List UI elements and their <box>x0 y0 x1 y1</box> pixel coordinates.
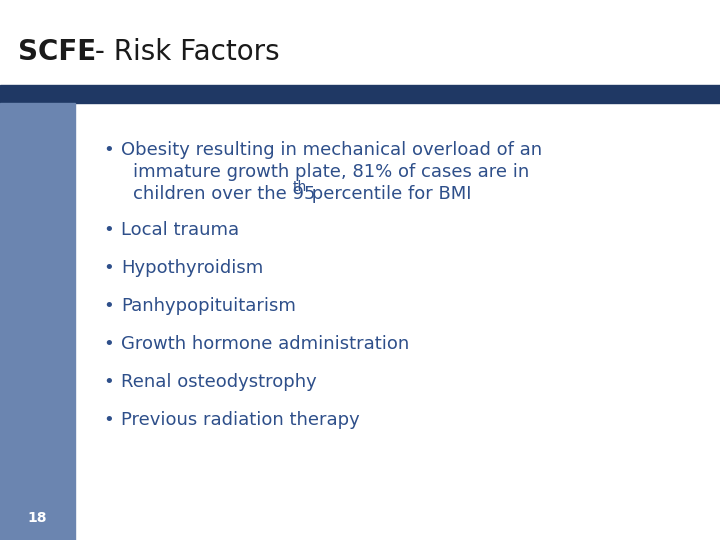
Text: •: • <box>103 141 114 159</box>
Text: Hypothyroidism: Hypothyroidism <box>121 259 264 277</box>
Text: •: • <box>103 335 114 353</box>
Text: Obesity resulting in mechanical overload of an: Obesity resulting in mechanical overload… <box>121 141 542 159</box>
Text: Panhypopituitarism: Panhypopituitarism <box>121 297 296 315</box>
Text: - Risk Factors: - Risk Factors <box>86 38 279 66</box>
Text: •: • <box>103 411 114 429</box>
Text: Local trauma: Local trauma <box>121 221 239 239</box>
Text: Renal osteodystrophy: Renal osteodystrophy <box>121 373 317 391</box>
Text: •: • <box>103 297 114 315</box>
Text: th: th <box>293 180 307 194</box>
Bar <box>0 0 720 85</box>
Text: •: • <box>103 373 114 391</box>
Text: children over the 95: children over the 95 <box>133 185 315 203</box>
Bar <box>0 103 75 540</box>
Text: •: • <box>103 221 114 239</box>
Text: •: • <box>103 259 114 277</box>
Text: SCFE: SCFE <box>18 38 96 66</box>
Text: immature growth plate, 81% of cases are in: immature growth plate, 81% of cases are … <box>133 163 529 181</box>
Text: Previous radiation therapy: Previous radiation therapy <box>121 411 360 429</box>
Text: percentile for BMI: percentile for BMI <box>306 185 472 203</box>
Bar <box>0 85 720 103</box>
Text: 18: 18 <box>28 511 48 525</box>
Text: Growth hormone administration: Growth hormone administration <box>121 335 409 353</box>
Bar <box>0 103 720 540</box>
